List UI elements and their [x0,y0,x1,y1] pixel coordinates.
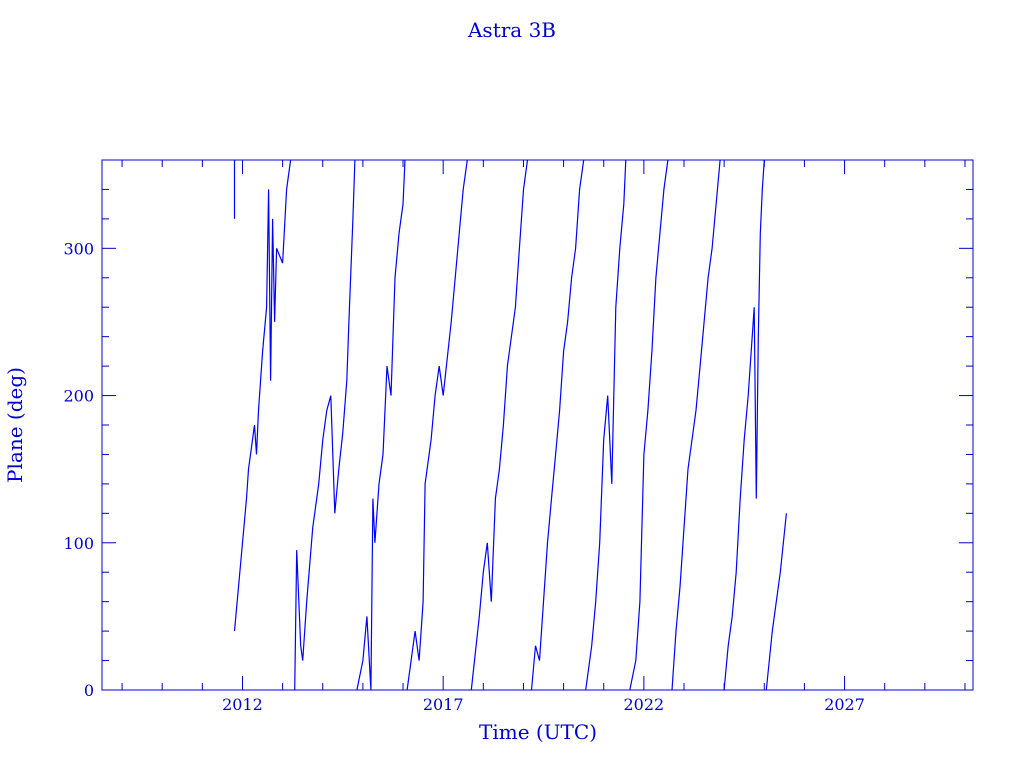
x-axis-label: Time (UTC) [479,720,597,744]
series-layer [233,159,787,691]
y-tick-label: 100 [63,534,94,553]
chart-title: Astra 3B [467,18,556,42]
y-tick-label: 200 [63,387,94,406]
y-axis-label: Plane (deg) [3,367,27,483]
x-tick-label: 2017 [423,695,464,714]
y-tick-label: 0 [84,681,94,700]
plot-frame [101,159,974,691]
x-tick-label: 2012 [222,695,263,714]
x-tick-label: 2027 [824,695,865,714]
y-tick-label: 300 [63,239,94,258]
y-tick-labels: 0 100 200 300 [63,239,94,700]
series-line [233,159,787,691]
x-tick-labels: 2012 2017 2022 2027 [222,695,865,714]
x-tick-label: 2022 [624,695,665,714]
axis-ticks [102,159,973,691]
